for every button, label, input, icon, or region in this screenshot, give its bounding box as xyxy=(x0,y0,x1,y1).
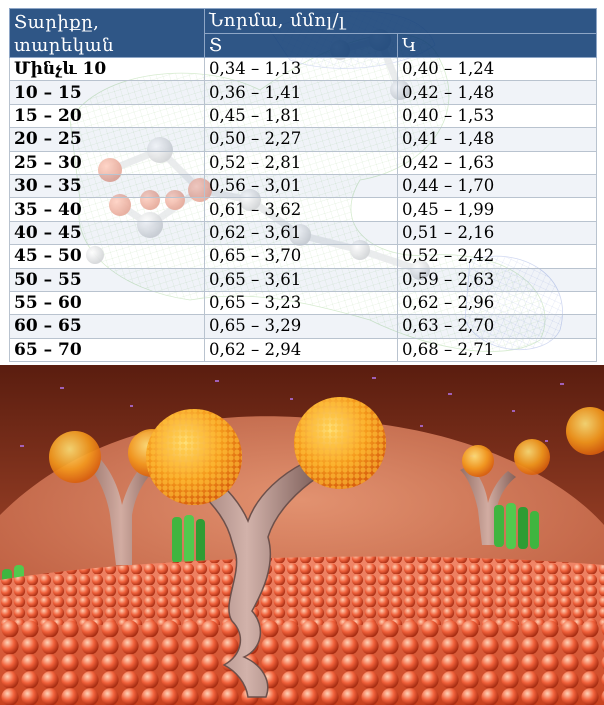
age-cell: 50 – 55 xyxy=(9,267,205,292)
male-range-cell: 0,51 – 2,16 xyxy=(396,220,598,246)
table-row: Մինչև 10 0,34 – 1,13 0,40 – 1,24 xyxy=(9,56,598,82)
age-cell: 40 – 45 xyxy=(9,220,205,246)
table-row: 15 – 20 0,45 – 1,81 0,40 – 1,53 xyxy=(9,103,598,129)
female-range-cell: 0,62 – 3,61 xyxy=(204,220,398,246)
female-column-header: Տ xyxy=(204,32,398,58)
age-cell: 15 – 20 xyxy=(9,103,205,129)
age-header-line1: Տարիքը, xyxy=(14,12,100,33)
table-row: 30 – 35 0,56 – 3,01 0,44 – 1,70 xyxy=(9,173,598,199)
membrane-beads-near xyxy=(0,620,604,705)
table-row: 65 – 70 0,62 – 2,94 0,68 – 2,71 xyxy=(9,337,598,363)
norm-group-header: Նորմա, մմոլ/լ xyxy=(203,8,598,34)
female-range-cell: 0,65 – 3,29 xyxy=(204,314,398,339)
female-range-cell: 0,36 – 1,41 xyxy=(204,80,398,105)
antigen-shape xyxy=(49,431,101,483)
male-range-cell: 0,68 – 2,71 xyxy=(396,337,598,363)
green-receptors xyxy=(2,503,539,595)
male-range-cell: 0,59 – 2,63 xyxy=(396,267,598,292)
female-range-cell: 0,61 – 3,62 xyxy=(204,197,398,222)
table-row: 55 – 60 0,65 – 3,23 0,62 – 2,96 xyxy=(9,290,598,316)
female-range-cell: 0,34 – 1,13 xyxy=(204,56,398,82)
age-cell: 45 – 50 xyxy=(9,244,205,269)
female-range-cell: 0,52 – 2,81 xyxy=(204,150,398,175)
male-range-cell: 0,44 – 1,70 xyxy=(396,173,598,199)
age-cell: 10 – 15 xyxy=(9,80,205,105)
table-row: 60 – 65 0,65 – 3,29 0,63 – 2,70 xyxy=(9,314,598,339)
reference-table-panel: Տարիքը, տարեկան Նորմա, մմոլ/լ Տ Կ Մինչև … xyxy=(9,8,598,363)
male-column-header: Կ xyxy=(396,32,598,58)
lipid-norms-table: Տարիքը, տարեկան Նորմա, մմոլ/լ Տ Կ Մինչև … xyxy=(9,8,598,363)
antigen-shape xyxy=(514,439,550,475)
age-cell: 65 – 70 xyxy=(9,337,205,363)
age-column-header: Տարիքը, տարեկան xyxy=(9,8,205,58)
table-row: 35 – 40 0,61 – 3,62 0,45 – 1,99 xyxy=(9,197,598,222)
age-cell: 55 – 60 xyxy=(9,290,205,316)
table-header-row: Տարիքը, տարեկան Նորմա, մմոլ/լ xyxy=(9,8,598,58)
table-row: 45 – 50 0,65 – 3,70 0,52 – 2,42 xyxy=(9,244,598,269)
female-range-cell: 0,65 – 3,23 xyxy=(204,290,398,316)
male-range-cell: 0,45 – 1,99 xyxy=(396,197,598,222)
male-range-cell: 0,42 – 1,63 xyxy=(396,150,598,175)
antigen-shape xyxy=(566,407,604,455)
female-range-cell: 0,65 – 3,61 xyxy=(204,267,398,292)
male-range-cell: 0,40 – 1,53 xyxy=(396,103,598,129)
table-row: 50 – 55 0,65 – 3,61 0,59 – 2,63 xyxy=(9,267,598,292)
antibody-cell-illustration xyxy=(0,365,604,705)
cell-illustration-panel xyxy=(0,365,604,705)
male-range-cell: 0,41 – 1,48 xyxy=(396,127,598,152)
table-row: 25 – 30 0,52 – 2,81 0,42 – 1,63 xyxy=(9,150,598,175)
age-cell: 35 – 40 xyxy=(9,197,205,222)
age-cell: 30 – 35 xyxy=(9,173,205,199)
main-antibody xyxy=(146,397,386,698)
table-row: 10 – 15 0,36 – 1,41 0,42 – 1,48 xyxy=(9,80,598,105)
age-header-line2: տարեկան xyxy=(14,35,115,56)
age-cell: 60 – 65 xyxy=(9,314,205,339)
male-range-cell: 0,52 – 2,42 xyxy=(396,244,598,269)
male-range-cell: 0,40 – 1,24 xyxy=(396,56,598,82)
age-cell: Մինչև 10 xyxy=(9,56,205,82)
female-range-cell: 0,65 – 3,70 xyxy=(204,244,398,269)
female-range-cell: 0,45 – 1,81 xyxy=(204,103,398,129)
table-row: 20 – 25 0,50 – 2,27 0,41 – 1,48 xyxy=(9,127,598,152)
female-range-cell: 0,56 – 3,01 xyxy=(204,173,398,199)
age-cell: 20 – 25 xyxy=(9,127,205,152)
antigen-shape xyxy=(462,445,494,477)
female-range-cell: 0,62 – 2,94 xyxy=(204,337,398,363)
male-range-cell: 0,42 – 1,48 xyxy=(396,80,598,105)
far-antibody-right xyxy=(460,407,604,545)
membrane-beads-far xyxy=(0,556,604,625)
male-range-cell: 0,63 – 2,70 xyxy=(396,314,598,339)
table-row: 40 – 45 0,62 – 3,61 0,51 – 2,16 xyxy=(9,220,598,246)
female-range-cell: 0,50 – 2,27 xyxy=(204,127,398,152)
male-range-cell: 0,62 – 2,96 xyxy=(396,290,598,316)
age-cell: 25 – 30 xyxy=(9,150,205,175)
